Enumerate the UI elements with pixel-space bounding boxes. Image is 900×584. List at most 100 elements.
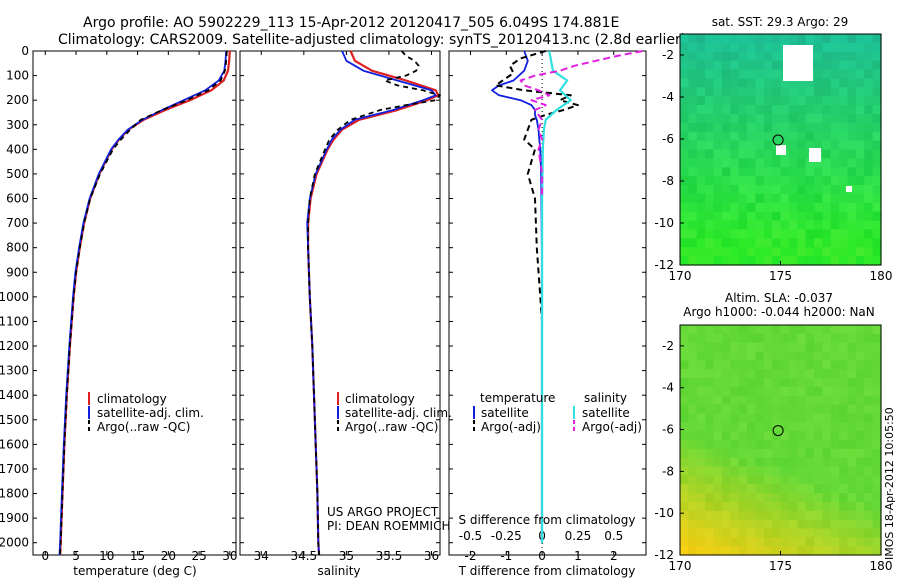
map-cell	[738, 229, 748, 239]
map-cell	[763, 78, 773, 88]
map-cell	[830, 193, 840, 204]
map-cell	[730, 256, 740, 266]
map-cell	[696, 333, 706, 344]
map-cell	[830, 167, 840, 177]
map-cell	[872, 185, 882, 195]
map-cell	[830, 333, 840, 344]
map-cell	[721, 484, 731, 494]
map-cell	[780, 193, 790, 204]
map-cell	[705, 158, 715, 168]
map-cell	[747, 247, 756, 257]
map-cell	[763, 140, 773, 151]
salinity-legend: climatology satellite-adj. clim. Argo(..…	[337, 392, 452, 434]
x-tick-label: 25	[191, 549, 206, 563]
map-cell	[830, 395, 840, 406]
map-cell	[830, 342, 840, 353]
map-cell	[780, 510, 790, 521]
map-cell	[797, 404, 807, 415]
map-cell	[688, 333, 698, 344]
map-cell	[680, 528, 689, 538]
map-cell	[839, 105, 849, 115]
map-cell	[763, 360, 773, 370]
map-cell	[814, 493, 823, 503]
map-cell	[721, 493, 731, 503]
map-cell	[772, 537, 782, 547]
map-cell	[763, 42, 773, 53]
map-cell	[855, 422, 865, 432]
map-cell	[772, 238, 782, 248]
map-cell	[855, 140, 865, 151]
map-cell	[705, 211, 715, 222]
sla-map-title: Altim. SLA: -0.037	[725, 291, 833, 305]
map-cell	[847, 238, 857, 248]
legend-label-satellite: satellite-adj. clim.	[97, 406, 204, 420]
map-cell	[680, 60, 689, 71]
map-cell	[730, 211, 740, 222]
map-cell	[721, 413, 731, 423]
map-cell	[788, 360, 798, 370]
map-cell	[788, 220, 798, 231]
map-cell	[696, 537, 706, 547]
map-cell	[696, 140, 706, 151]
map-cell	[864, 229, 874, 239]
map-cell	[830, 149, 840, 159]
y-tick-label: 100	[6, 69, 29, 83]
map-cell	[772, 466, 782, 476]
map-cell	[830, 42, 840, 53]
missing-data-patch	[783, 45, 813, 81]
map-cell	[747, 113, 756, 124]
map-cell	[705, 113, 715, 124]
map-cell	[688, 510, 698, 521]
map-cell	[688, 113, 698, 124]
map-cell	[688, 546, 698, 556]
map-cell	[839, 378, 849, 388]
map-cell	[721, 185, 731, 195]
map-cell	[814, 431, 823, 441]
map-cell	[805, 167, 815, 177]
map-cell	[772, 42, 782, 53]
x-tick-label: 170	[669, 269, 692, 283]
map-cell	[788, 185, 798, 195]
map-cell	[872, 457, 882, 468]
map-cell	[696, 395, 706, 406]
map-cell	[797, 325, 807, 335]
map-cell	[680, 413, 689, 423]
map-cell	[738, 369, 748, 379]
map-cell	[814, 87, 823, 97]
map-cell	[763, 149, 773, 159]
map-cell	[747, 78, 756, 88]
map-cell	[721, 51, 731, 62]
map-cell	[747, 431, 756, 441]
map-cell	[864, 193, 874, 204]
map-cell	[780, 185, 790, 195]
map-cell	[772, 475, 782, 485]
map-cell	[855, 386, 865, 397]
series-line-salinity-satellite	[541, 50, 572, 543]
map-cell	[780, 211, 790, 222]
map-cell	[705, 466, 715, 476]
map-cell	[730, 158, 740, 168]
map-cell	[855, 333, 865, 344]
map-cell	[696, 131, 706, 142]
map-cell	[688, 158, 698, 168]
map-cell	[705, 422, 715, 432]
map-cell	[872, 475, 882, 485]
map-cell	[830, 87, 840, 97]
map-cell	[755, 422, 765, 432]
map-cell	[872, 131, 882, 142]
map-cell	[730, 369, 740, 379]
map-cell	[705, 42, 715, 53]
map-cell	[696, 466, 706, 476]
map-cell	[730, 167, 740, 177]
map-cell	[696, 510, 706, 521]
map-cell	[772, 158, 782, 168]
temperature-legend: climatology satellite-adj. clim. Argo(..…	[88, 392, 204, 434]
y-tick-label: 0	[21, 44, 29, 58]
map-cell	[721, 501, 731, 512]
map-cell	[805, 448, 815, 459]
map-cell	[747, 96, 756, 106]
map-cell	[705, 238, 715, 248]
map-cell	[705, 501, 715, 512]
map-cell	[696, 34, 706, 44]
map-cell	[805, 395, 815, 406]
